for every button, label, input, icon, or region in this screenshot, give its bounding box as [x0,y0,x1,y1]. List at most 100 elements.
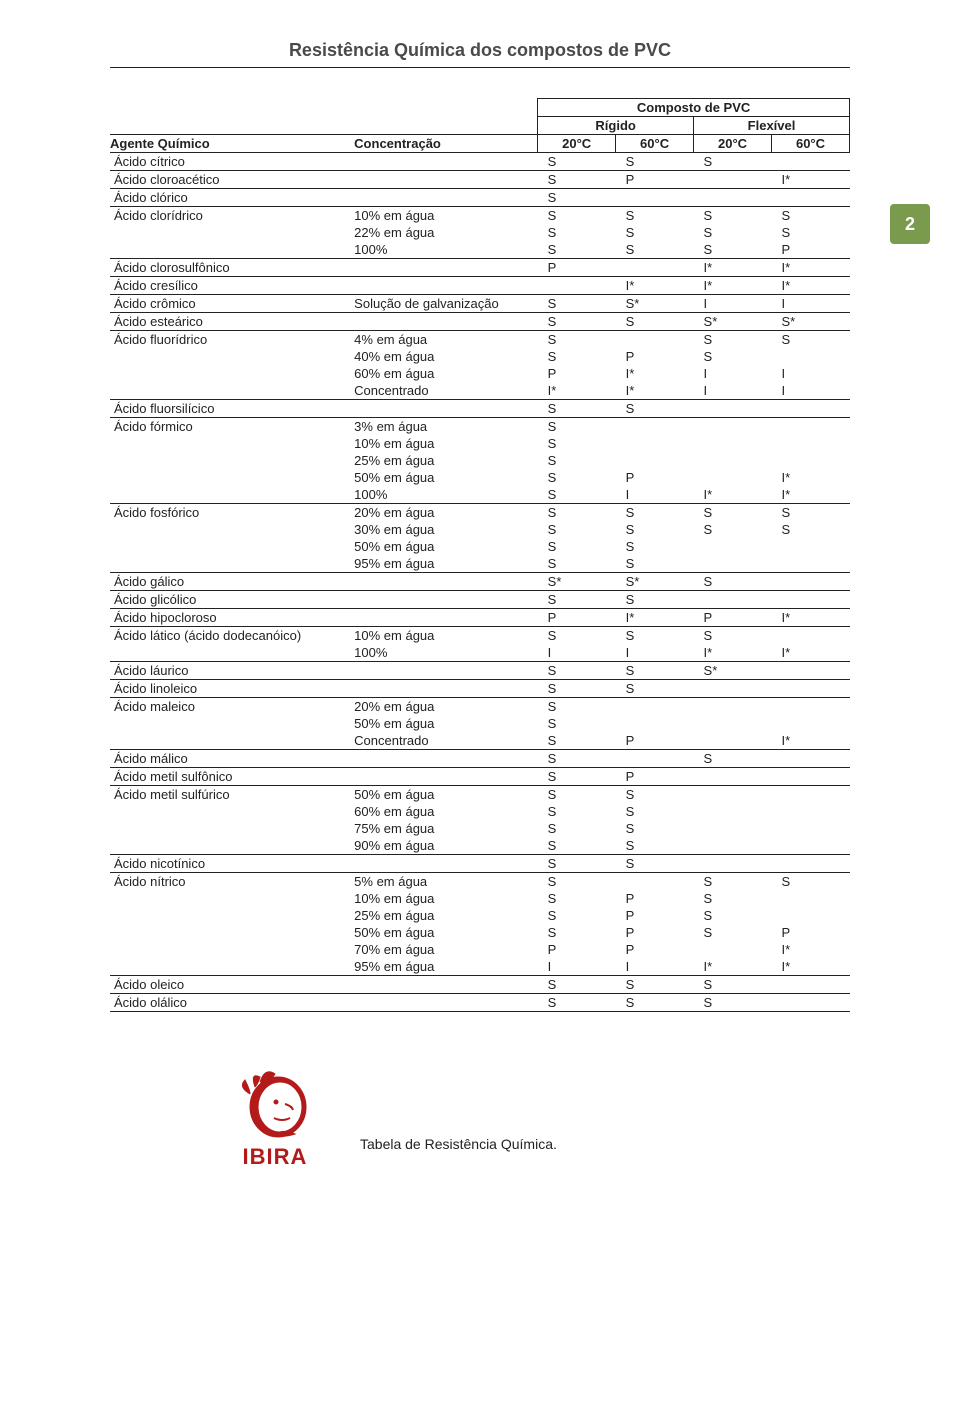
table-row: 25% em águaSPS [110,907,850,924]
cell-concentration [350,750,538,768]
cell-value: S [694,994,772,1012]
cell-value [771,591,849,609]
cell-value: I* [538,382,616,400]
cell-concentration: 60% em água [350,803,538,820]
cell-concentration: 30% em água [350,521,538,538]
cell-value: S [694,750,772,768]
cell-value: I* [616,365,694,382]
header-compound: Composto de PVC [538,99,850,117]
cell-value: S [616,855,694,873]
cell-value: S [538,241,616,259]
cell-agent [110,435,350,452]
cell-value: S [538,418,616,436]
cell-value: S [616,976,694,994]
cell-value: S [616,803,694,820]
cell-value: S [616,662,694,680]
cell-concentration: 95% em água [350,958,538,976]
cell-value: S [694,207,772,225]
table-row: Ácido clorosulfônicoPI*I* [110,259,850,277]
cell-value: P [538,609,616,627]
header-flex-20: 20°C [694,135,772,153]
table-section: Ácido gálicoS*S*S [110,573,850,591]
cell-value: S [538,803,616,820]
cell-value: S [616,820,694,837]
cell-agent: Ácido clorídrico [110,207,350,225]
cell-value: S [538,295,616,313]
cell-value: S [694,224,772,241]
cell-concentration: 10% em água [350,627,538,645]
cell-agent [110,486,350,504]
cell-value [771,627,849,645]
cell-value: S [538,207,616,225]
cell-value: S [694,348,772,365]
cell-value: I [694,365,772,382]
cell-concentration: 4% em água [350,331,538,349]
cell-agent: Ácido metil sulfônico [110,768,350,786]
table-row: 30% em águaSSSS [110,521,850,538]
cell-concentration [350,591,538,609]
cell-concentration: 3% em água [350,418,538,436]
cell-value [771,698,849,716]
cell-value [694,555,772,573]
cell-value [694,837,772,855]
cell-concentration: 75% em água [350,820,538,837]
cell-value: I* [694,277,772,295]
table-section: Ácido maleico20% em águaS50% em águaSCon… [110,698,850,750]
cell-value: S [538,153,616,171]
cell-value: S [538,855,616,873]
cell-agent [110,452,350,469]
cell-agent: Ácido hipocloroso [110,609,350,627]
table-section: Ácido clorosulfônicoPI*I* [110,259,850,277]
cell-agent [110,241,350,259]
cell-concentration: 70% em água [350,941,538,958]
table-row: Ácido hipoclorosoPI*PI* [110,609,850,627]
cell-agent [110,365,350,382]
cell-agent [110,382,350,400]
table-section: Ácido fluorídrico4% em águaSSS40% em águ… [110,331,850,400]
table-section: Ácido hipoclorosoPI*PI* [110,609,850,627]
cell-value: S [771,521,849,538]
cell-value [771,189,849,207]
cell-value: P [694,609,772,627]
cell-value: S [616,591,694,609]
cell-value: S [616,207,694,225]
cell-agent: Ácido nítrico [110,873,350,891]
header-conc: Concentração [350,135,538,153]
table-section: Ácido linoleicoSS [110,680,850,698]
cell-value [771,855,849,873]
cell-value: S [771,504,849,522]
header-rigid-60: 60°C [616,135,694,153]
table-section: Ácido fluorsilícicoSS [110,400,850,418]
cell-value: S [538,680,616,698]
cell-value [771,680,849,698]
cell-value: I* [771,171,849,189]
cell-agent: Ácido oleico [110,976,350,994]
cell-value: S [616,538,694,555]
cell-value: S [771,224,849,241]
table-section: Ácido nítrico5% em águaSSS10% em águaSPS… [110,873,850,976]
cell-value [771,786,849,804]
cell-agent: Ácido cítrico [110,153,350,171]
cell-concentration: 50% em água [350,924,538,941]
cell-value: I* [771,486,849,504]
cell-value [694,768,772,786]
cell-value [616,259,694,277]
cell-concentration [350,171,538,189]
cell-value: P [616,890,694,907]
table-row: 90% em águaSS [110,837,850,855]
cell-value: S [538,189,616,207]
cell-concentration: 10% em água [350,435,538,452]
cell-value [771,662,849,680]
cell-concentration: 5% em água [350,873,538,891]
cell-agent [110,715,350,732]
cell-value: I* [771,941,849,958]
cell-agent: Ácido cloroacético [110,171,350,189]
cell-concentration [350,573,538,591]
cell-value: S [694,331,772,349]
cell-concentration: 50% em água [350,538,538,555]
cell-value: S [538,486,616,504]
cell-value: I [538,644,616,662]
cell-value [616,715,694,732]
cell-value: P [616,924,694,941]
cell-value [694,452,772,469]
